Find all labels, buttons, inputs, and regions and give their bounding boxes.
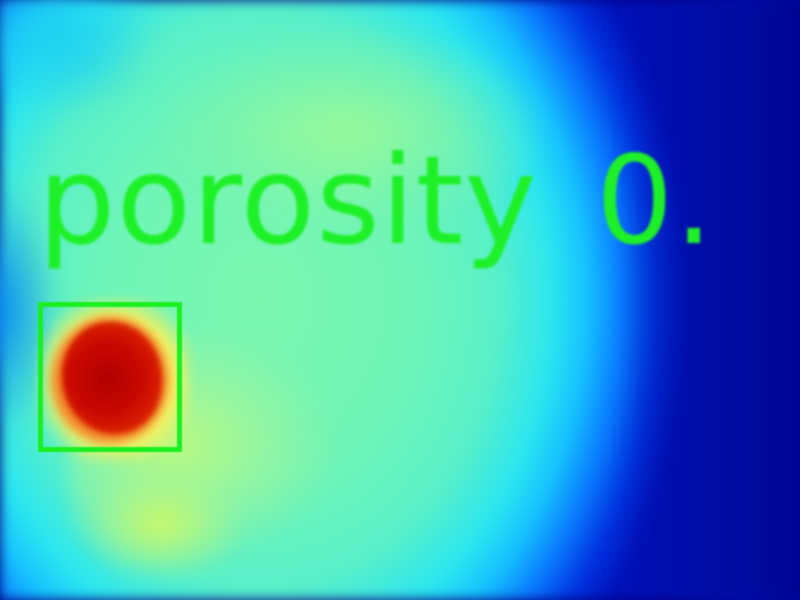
heatmap-region-warm-bottom [80,470,240,580]
detection-label: porosity 0. [38,140,714,262]
detection-bounding-box [38,302,182,452]
heatmap-region-warm-top [160,30,540,230]
heatmap-region-cold-right [620,0,800,600]
heatmap-region-topleft [0,0,160,120]
hotspot-core [62,322,162,434]
detection-class-text: porosity [38,130,538,272]
detection-score-text: 0. [595,130,715,272]
